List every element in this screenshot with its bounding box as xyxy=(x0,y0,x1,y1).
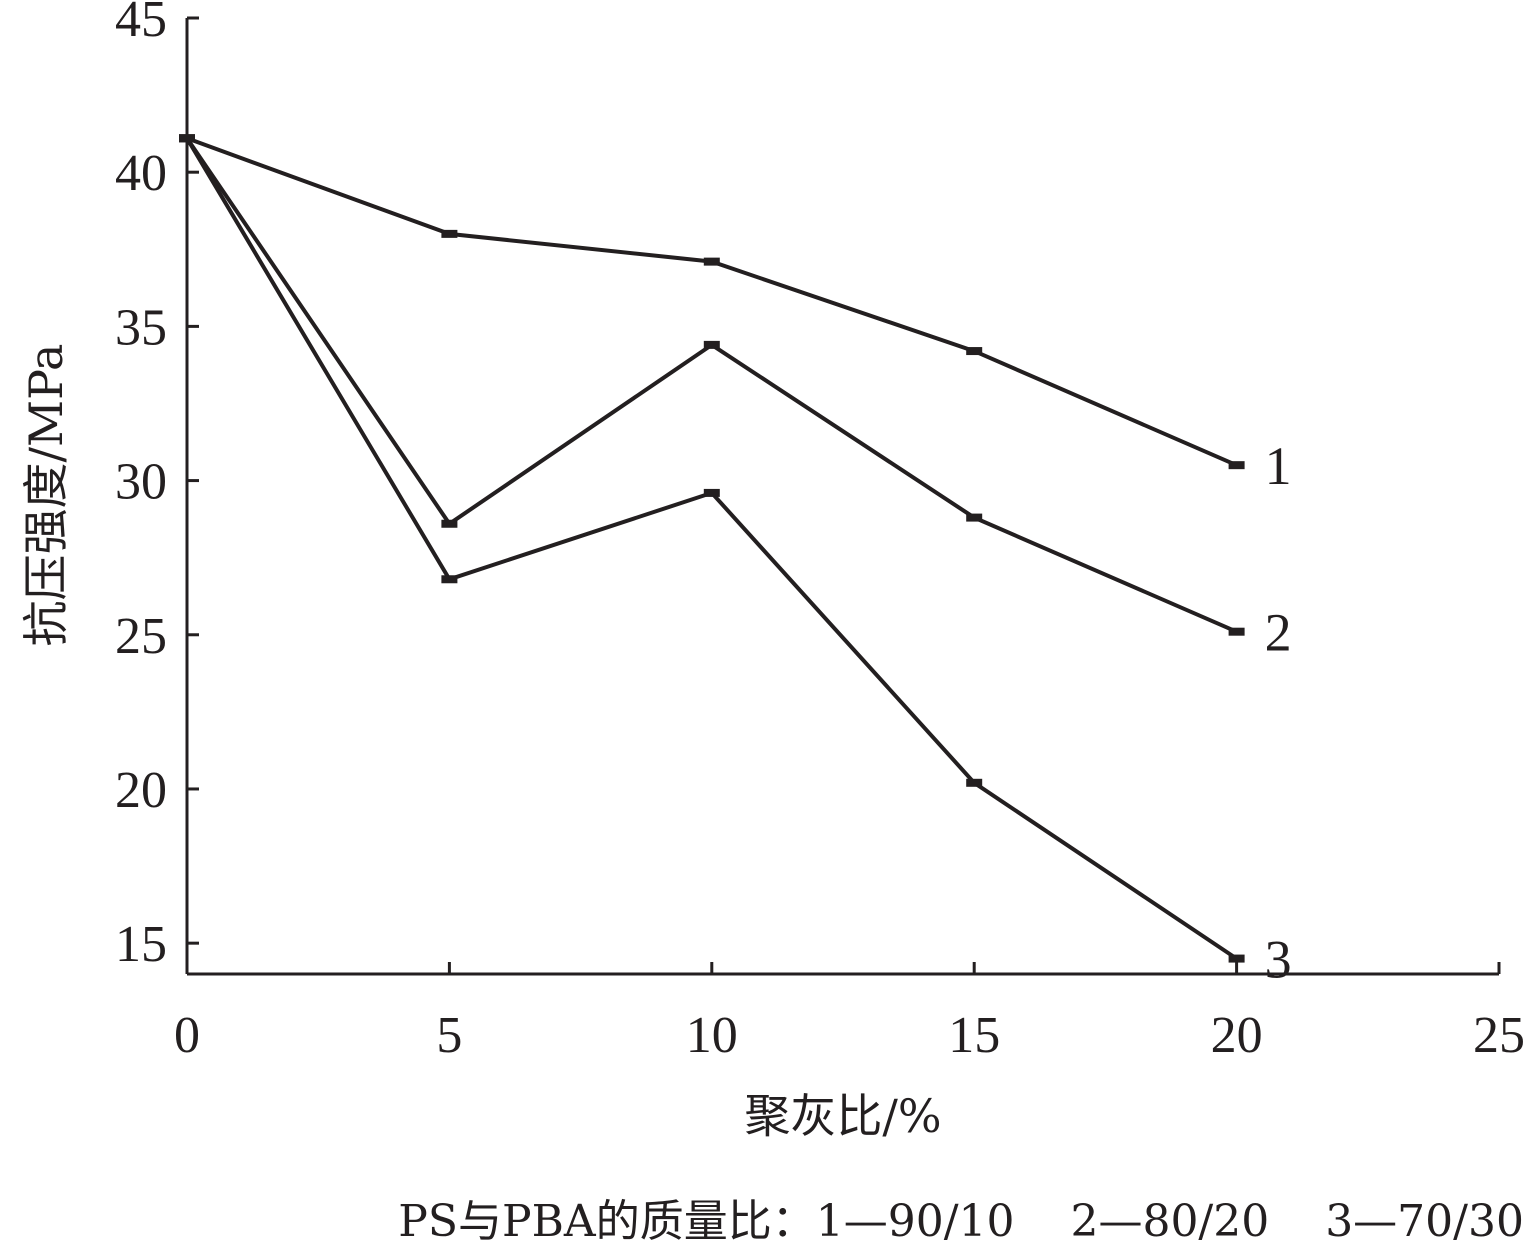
series-1-point-20 xyxy=(1228,461,1245,470)
tick-marks xyxy=(185,16,1501,974)
y-tick-label-20: 20 xyxy=(115,762,167,819)
series-2-point-20 xyxy=(1228,627,1245,636)
series-3-point-0 xyxy=(179,134,195,143)
series-2-line xyxy=(185,137,1238,634)
series-2-label: 2 xyxy=(1265,603,1292,663)
series-2-point-15 xyxy=(966,513,983,522)
x-tick-label-0: 0 xyxy=(174,1007,200,1064)
series-3-label: 3 xyxy=(1265,930,1292,990)
series-3-point-15 xyxy=(966,778,983,787)
y-tick-label-15: 15 xyxy=(115,916,167,973)
y-tick-label-45: 45 xyxy=(115,0,167,48)
y-axis-title: 抗压强度/MPa xyxy=(19,344,73,647)
chart-caption: PS与PBA的质量比：1—90/10 2—80/20 3—70/30 xyxy=(398,1196,1524,1246)
x-tick-label-15: 15 xyxy=(948,1007,1000,1064)
series-2-point-5 xyxy=(441,519,458,528)
series-markers xyxy=(179,134,1245,963)
x-axis-title: 聚灰比/% xyxy=(744,1089,941,1143)
series-1-point-15 xyxy=(966,347,983,356)
x-tick-label-25: 25 xyxy=(1473,1007,1525,1064)
series-1-point-5 xyxy=(441,229,458,238)
series-labels: 1 2 3 xyxy=(1265,436,1292,989)
series-1-point-10 xyxy=(703,257,720,266)
series-1-line xyxy=(186,136,1238,468)
x-tick-label-10: 10 xyxy=(686,1007,738,1064)
y-tick-label-40: 40 xyxy=(115,145,167,202)
series-2-point-10 xyxy=(703,340,720,349)
x-tick-label-5: 5 xyxy=(436,1007,462,1064)
y-tick-label-35: 35 xyxy=(115,299,167,356)
x-tick-label-20: 20 xyxy=(1211,1007,1263,1064)
axes xyxy=(185,18,1499,976)
series-1-label: 1 xyxy=(1265,436,1292,496)
tick-labels: 15 20 25 30 35 40 45 0 5 10 15 20 25 xyxy=(115,0,1525,1064)
series-3-point-20 xyxy=(1228,954,1245,963)
series-3-point-10 xyxy=(703,488,720,497)
y-tick-label-25: 25 xyxy=(115,608,167,665)
y-tick-label-30: 30 xyxy=(115,454,167,511)
series-3-point-5 xyxy=(441,575,458,584)
